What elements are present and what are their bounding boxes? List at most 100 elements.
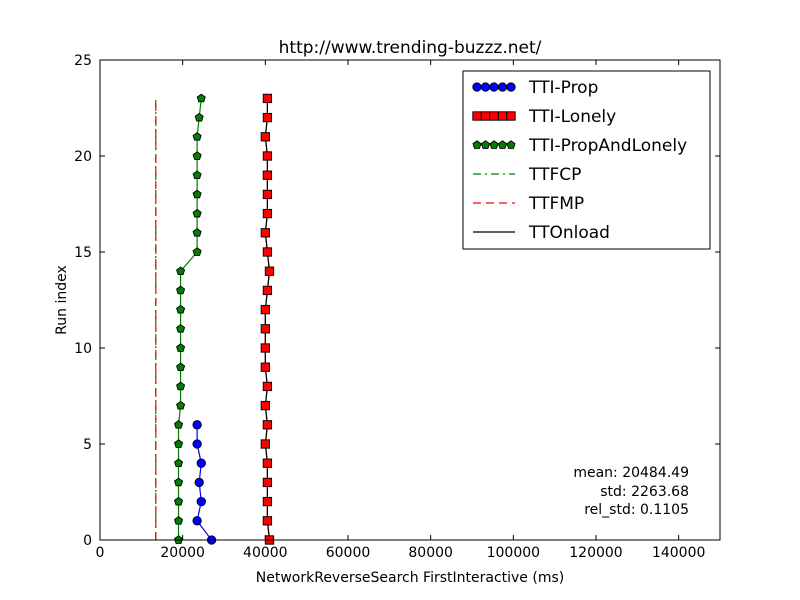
y-tick-label-0: 0 <box>83 533 92 549</box>
data-point-2-1 <box>174 516 184 525</box>
data-point-0-1 <box>192 516 202 526</box>
axes: 0 20000 40000 60000 80000 100000 120000 140000 0… <box>74 53 721 561</box>
data-point-2-17 <box>192 208 202 218</box>
data-point-2-11 <box>176 324 186 333</box>
legend-label-4: TTFMP <box>528 194 584 214</box>
data-point-1-13 <box>262 285 273 296</box>
data-point-2-18 <box>192 189 202 199</box>
data-point-1-7 <box>260 400 270 411</box>
legend-marker-0-4 <box>506 82 516 92</box>
legend-marker-1-0 <box>472 111 482 121</box>
data-point-2-13 <box>176 285 186 295</box>
data-point-2-15 <box>192 247 202 256</box>
data-point-0-6 <box>192 420 202 430</box>
x-tick-label-6: 120000 <box>569 545 622 561</box>
data-point-1-21 <box>260 132 270 142</box>
legend-marker-2-1 <box>480 140 491 149</box>
legend-box <box>462 70 711 250</box>
annotation-std: std: 2263.68 <box>600 484 689 500</box>
y-tick-label-5: 25 <box>74 53 92 69</box>
x-tick-label-4: 80000 <box>408 545 453 561</box>
legend-marker-2-2 <box>489 140 499 149</box>
legend-marker-0-0 <box>472 82 482 92</box>
data-point-2-3 <box>174 477 184 487</box>
legend-marker-1-2 <box>489 111 499 121</box>
x-axis-label: NetworkReverseSearch FirstInteractive (m… <box>256 570 564 586</box>
x-tick-label-3: 60000 <box>326 545 371 561</box>
stats-annotation: mean: 20484.49 std: 2263.68 rel_std: 0.1… <box>573 465 689 518</box>
legend-marker-0-2 <box>489 82 499 92</box>
data-point-1-19 <box>262 170 273 180</box>
data-point-1-17 <box>262 208 273 219</box>
plot-area <box>155 93 275 545</box>
data-point-1-23 <box>262 93 273 104</box>
data-point-1-11 <box>260 324 270 334</box>
data-point-2-14 <box>176 266 186 276</box>
data-point-2-22 <box>194 112 204 122</box>
legend-marker-2-3 <box>497 140 508 149</box>
data-point-1-16 <box>260 228 270 238</box>
legend-label-1: TTI-Lonely <box>528 107 616 127</box>
data-point-2-9 <box>176 362 186 372</box>
data-point-2-12 <box>176 304 186 314</box>
data-point-2-6 <box>174 420 184 429</box>
legend-marker-2-0 <box>472 140 482 149</box>
legend-label-2: TTI-PropAndLonely <box>528 136 687 156</box>
data-point-1-8 <box>262 381 273 392</box>
y-axis-label: Run index <box>54 265 70 335</box>
data-point-2-5 <box>174 439 184 448</box>
x-tick-label-5: 100000 <box>487 545 540 561</box>
legend-marker-1-4 <box>506 111 516 121</box>
data-point-1-3 <box>262 477 273 488</box>
data-point-2-7 <box>176 400 186 410</box>
annotation-rel-std: rel_std: 0.1105 <box>584 502 689 518</box>
data-point-1-18 <box>262 189 273 200</box>
data-point-1-9 <box>260 362 270 372</box>
x-tick-label-1: 20000 <box>160 545 205 561</box>
legend-marker-1-3 <box>497 111 508 121</box>
y-tick-label-1: 5 <box>83 437 92 453</box>
y-tick-label-2: 10 <box>74 341 92 357</box>
data-point-1-15 <box>262 247 273 257</box>
data-point-1-12 <box>260 304 270 315</box>
data-point-2-21 <box>192 132 202 141</box>
data-point-1-1 <box>262 516 273 526</box>
data-point-2-23 <box>196 93 206 103</box>
annotation-mean: mean: 20484.49 <box>573 465 689 481</box>
legend: TTI-Prop TTI-Lonely TTI-PropAndLonely TTFCP… <box>462 70 711 250</box>
legend-marker-1-1 <box>480 111 491 121</box>
data-point-1-10 <box>260 343 270 353</box>
data-point-2-10 <box>176 343 186 352</box>
y-tick-label-4: 20 <box>74 149 92 165</box>
y-tick-label-3: 15 <box>74 245 92 261</box>
data-point-1-22 <box>262 112 273 123</box>
data-point-1-4 <box>262 458 273 468</box>
legend-label-3: TTFCP <box>528 165 581 185</box>
legend-label-5: TTOnload <box>528 223 610 243</box>
data-point-2-8 <box>176 381 186 391</box>
data-point-2-4 <box>174 458 184 468</box>
x-tick-label-2: 40000 <box>243 545 288 561</box>
data-point-1-20 <box>262 151 273 161</box>
x-tick-label-7: 140000 <box>652 545 705 561</box>
data-point-1-6 <box>262 420 273 430</box>
data-point-0-3 <box>194 477 204 488</box>
data-point-1-14 <box>264 266 275 276</box>
legend-label-0: TTI-Prop <box>528 78 598 98</box>
data-point-1-5 <box>260 439 270 449</box>
legend-marker-2-4 <box>506 140 516 149</box>
data-point-0-4 <box>196 458 206 468</box>
data-point-0-2 <box>196 496 206 507</box>
data-point-2-2 <box>174 496 184 506</box>
data-point-2-20 <box>192 151 202 160</box>
chart-title: http://www.trending-buzzz.net/ <box>279 38 542 58</box>
data-point-2-19 <box>192 170 202 180</box>
axes-frame <box>99 59 721 541</box>
data-point-0-5 <box>192 439 202 449</box>
legend-marker-0-1 <box>480 82 491 92</box>
legend-marker-0-3 <box>497 82 508 92</box>
x-tick-label-0: 0 <box>96 545 105 561</box>
data-point-2-16 <box>192 228 202 237</box>
data-point-1-2 <box>262 496 273 507</box>
